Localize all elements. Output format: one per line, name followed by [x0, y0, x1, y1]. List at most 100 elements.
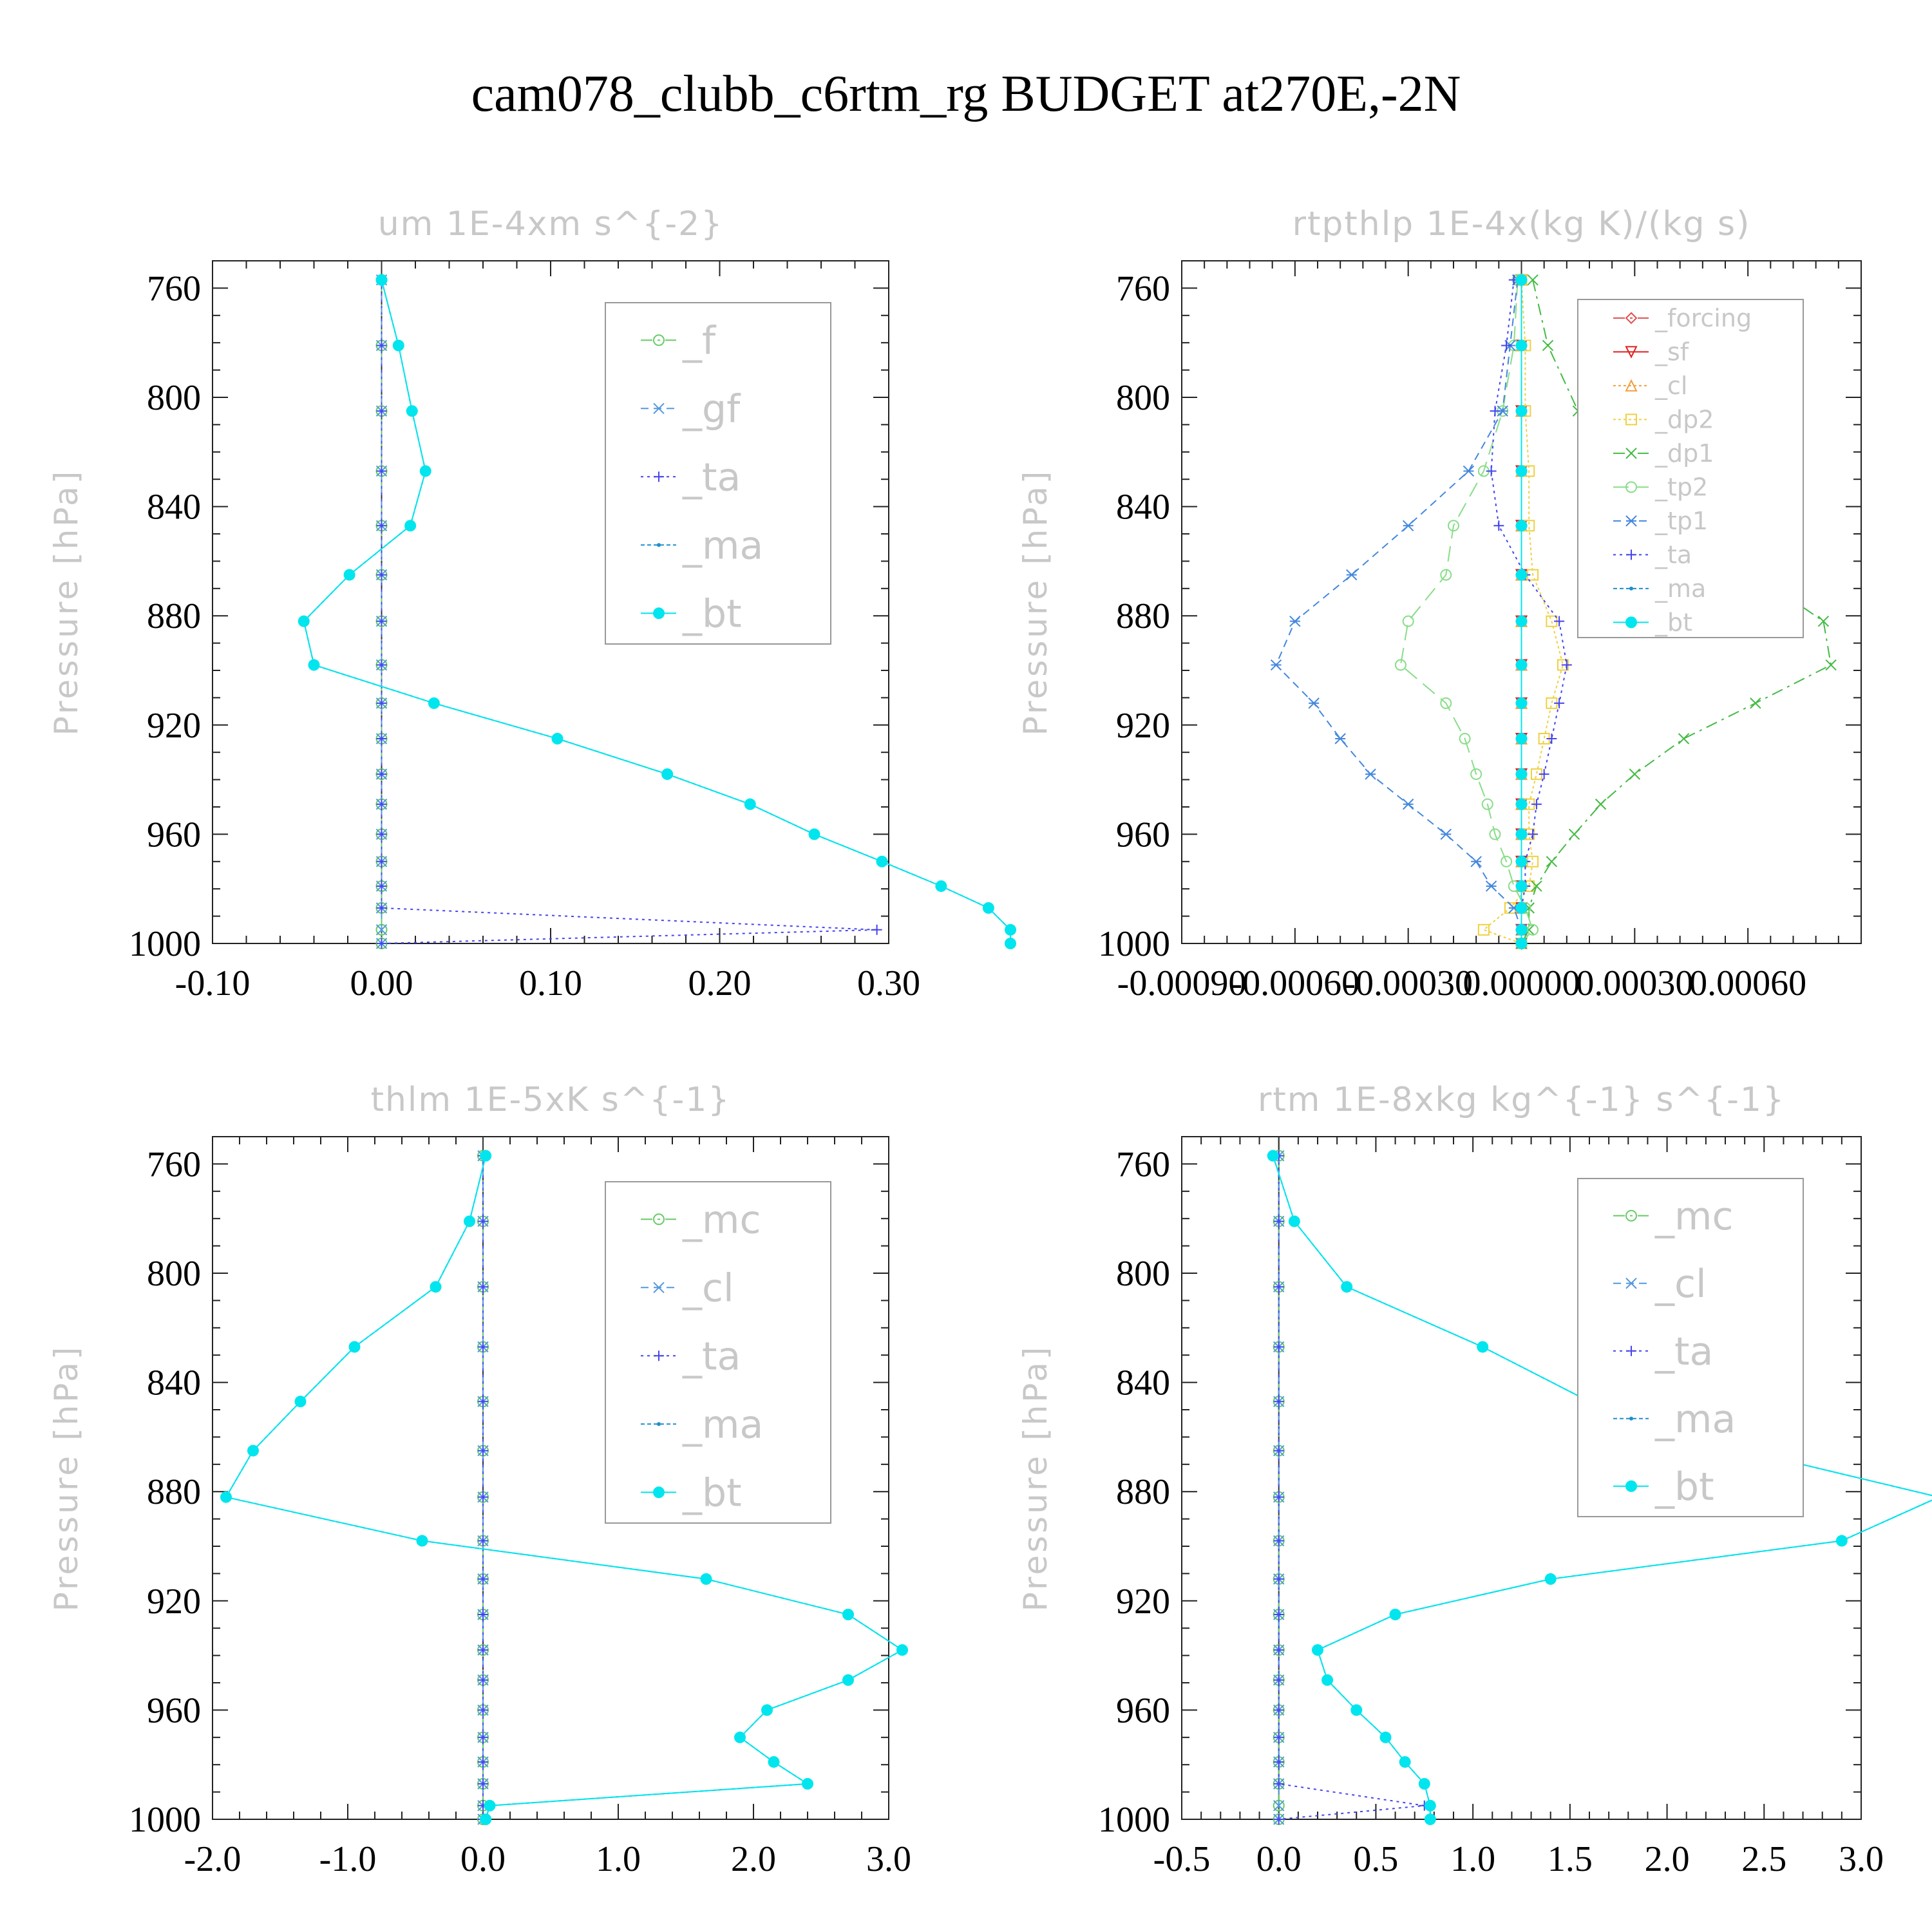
legend-box	[605, 1181, 831, 1524]
panel-title: rtpthlp 1E-4x(kg K)/(kg s)	[1293, 205, 1751, 243]
data-point	[871, 924, 882, 935]
legend-marker	[1625, 1278, 1637, 1289]
data-point	[419, 465, 431, 477]
panel-2: rtpthlp 1E-4x(kg K)/(kg s) Pressure [hPa]…	[1017, 205, 1862, 1003]
data-point	[348, 1341, 361, 1353]
data-point	[484, 1799, 496, 1812]
legend-label: _bt	[1654, 609, 1692, 637]
data-point	[376, 829, 387, 840]
legend-label: _ma	[1654, 1397, 1736, 1442]
y-tick-label: 920	[1116, 1582, 1170, 1622]
data-point	[376, 880, 387, 891]
legend-label: _ta	[682, 1334, 741, 1379]
data-point	[1273, 1492, 1284, 1502]
legend-marker	[657, 543, 661, 547]
x-tick-label: 0.00	[350, 963, 413, 1003]
data-point	[1402, 799, 1414, 810]
y-tick-label: 880	[1116, 596, 1170, 636]
data-point	[1346, 569, 1358, 581]
legend-label: _dp2	[1654, 406, 1714, 434]
data-point	[1515, 880, 1528, 892]
data-point	[308, 659, 320, 671]
data-point	[478, 1705, 488, 1716]
panels: um 1E-4xm s^{-2} Pressure [hPa] 760 800 840 8…	[48, 205, 1932, 1879]
x-tick-label: 3.0	[1839, 1839, 1884, 1879]
data-point	[1005, 923, 1016, 936]
legend-marker	[1625, 515, 1637, 527]
data-point	[1493, 520, 1504, 531]
data-point	[1470, 856, 1482, 867]
data-point	[1629, 768, 1641, 780]
x-tick-label: 0.00030	[1576, 963, 1693, 1003]
data-point	[1542, 339, 1554, 352]
y-tick-label: 920	[1116, 706, 1170, 746]
data-point	[1544, 1573, 1557, 1585]
data-point	[478, 1732, 488, 1743]
data-point	[1515, 798, 1528, 810]
series-line	[1275, 279, 1522, 943]
data-point	[1554, 616, 1565, 627]
legend-label: _ma	[682, 1402, 763, 1447]
data-point	[1273, 1674, 1284, 1685]
legend-label: _bt	[682, 591, 742, 636]
legend-marker	[1625, 413, 1637, 426]
series-line	[1482, 279, 1564, 944]
data-point	[1486, 466, 1497, 477]
series-ta	[1273, 1150, 1430, 1824]
legend-label: _cl	[1654, 372, 1687, 400]
data-point	[1527, 274, 1539, 286]
data-point	[1531, 880, 1542, 892]
series-line	[381, 279, 877, 944]
legend-marker	[1625, 1209, 1637, 1222]
data-point	[1595, 799, 1607, 810]
y-tick-label: 840	[1116, 488, 1170, 527]
series-dp1	[1515, 274, 1837, 949]
data-point	[1490, 406, 1501, 417]
data-point	[416, 1535, 428, 1547]
data-point	[478, 1282, 488, 1293]
data-point	[478, 1445, 488, 1456]
data-point	[478, 1573, 488, 1584]
data-point	[1515, 520, 1528, 532]
legend-marker	[653, 1282, 665, 1294]
panel-title: um 1E-4xm s^{-2}	[378, 205, 724, 243]
data-point	[1308, 697, 1320, 709]
data-point	[1273, 1814, 1284, 1824]
y-tick-label: 880	[1116, 1472, 1170, 1512]
series-ta	[478, 1150, 488, 1824]
x-tick-label: -1.0	[319, 1839, 377, 1879]
data-point	[376, 734, 387, 744]
data-point	[1341, 1281, 1353, 1293]
data-point	[430, 1281, 442, 1293]
legend-marker	[1629, 1416, 1633, 1421]
legend-marker	[654, 471, 664, 482]
x-tick-label: 1.0	[1450, 1839, 1495, 1879]
y-tick-label: 880	[147, 596, 201, 636]
data-point	[376, 697, 387, 708]
data-point	[376, 799, 387, 810]
data-point	[1531, 799, 1542, 810]
data-point	[478, 1535, 488, 1546]
data-point	[376, 340, 387, 351]
x-tick-label: 2.5	[1741, 1839, 1786, 1879]
data-point	[1515, 405, 1528, 417]
data-point	[478, 1341, 488, 1352]
legend-label: _sf	[1654, 338, 1690, 366]
series-bt	[298, 274, 1016, 949]
data-point	[1481, 798, 1493, 810]
legend-marker	[1625, 1480, 1637, 1492]
x-tick-label: -0.10	[175, 963, 251, 1003]
data-point	[294, 1396, 307, 1408]
legend-label: _gf	[682, 386, 741, 431]
data-point	[1515, 828, 1528, 840]
data-point	[982, 902, 994, 914]
data-point	[1440, 569, 1452, 581]
data-point	[1463, 465, 1475, 477]
legend-label: _bt	[682, 1470, 742, 1515]
x-tick-label: -0.00090	[1117, 963, 1247, 1003]
y-tick-label: 800	[147, 1254, 201, 1294]
y-tick-label: 800	[1116, 378, 1170, 418]
series-bt	[220, 1150, 908, 1825]
data-point	[744, 798, 756, 810]
data-point	[376, 520, 387, 531]
